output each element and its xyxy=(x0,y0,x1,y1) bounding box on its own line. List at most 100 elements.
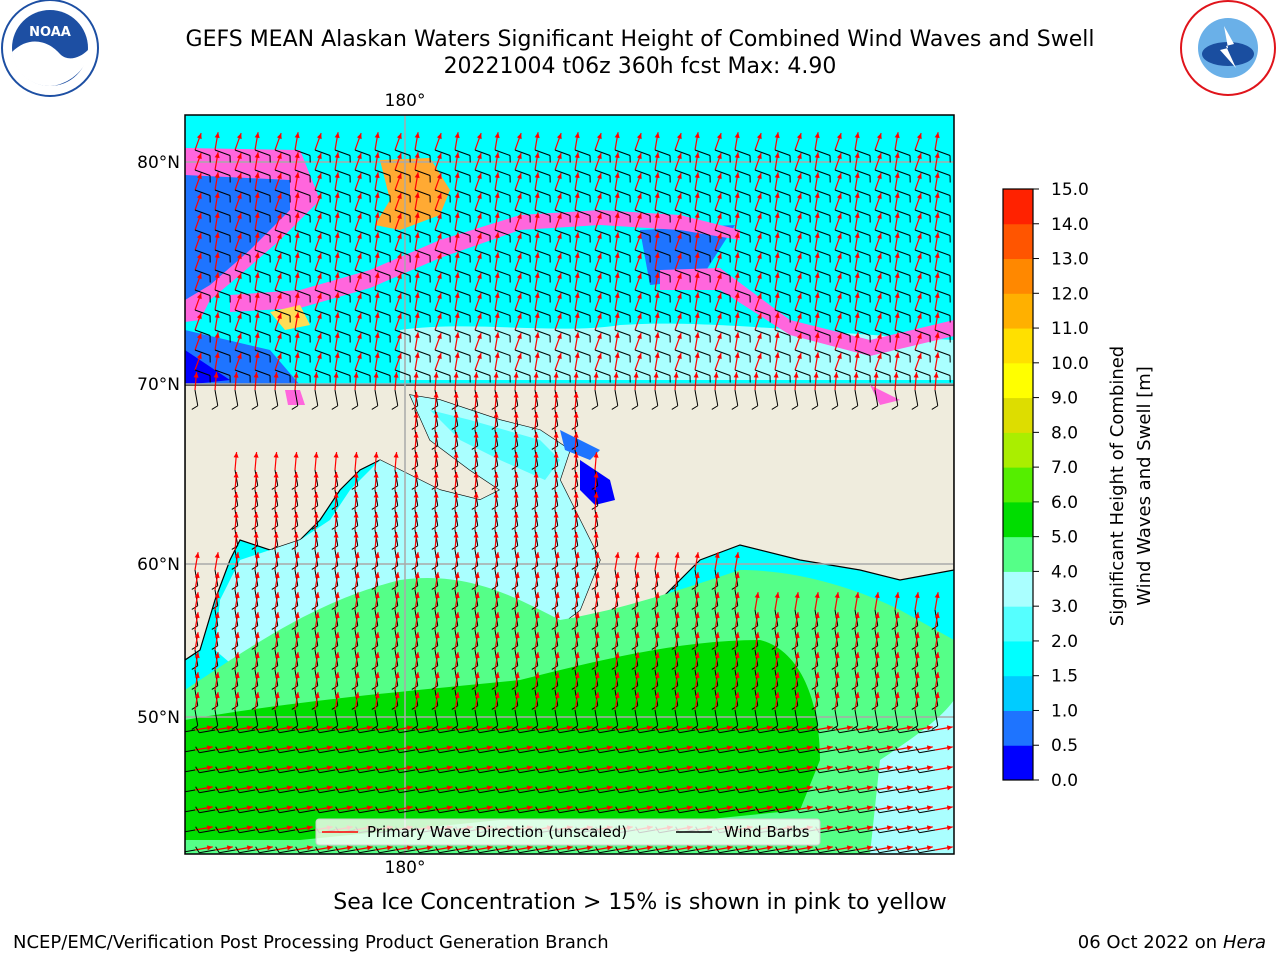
wave-direction-arrow xyxy=(294,252,300,271)
wave-direction-arrow xyxy=(674,152,682,171)
wave-direction-arrow xyxy=(494,312,500,331)
wind-barb xyxy=(234,189,251,203)
wind-barb xyxy=(294,249,311,263)
wave-direction-arrow xyxy=(874,192,882,211)
wave-direction-arrow xyxy=(834,232,842,251)
wind-barb xyxy=(271,389,279,410)
wave-direction-arrow xyxy=(333,472,339,491)
wave-direction-arrow xyxy=(314,632,320,651)
wind-barb xyxy=(495,786,516,794)
wave-direction-arrow xyxy=(274,332,282,351)
wind-barb xyxy=(631,689,639,710)
wind-barb xyxy=(834,189,851,203)
wind-barb xyxy=(511,569,519,590)
wave-direction-arrow xyxy=(694,745,713,751)
wind-barb xyxy=(794,189,811,203)
sea-ice-note: Sea Ice Concentration > 15% is shown in … xyxy=(333,890,947,915)
wind-barb xyxy=(775,746,796,754)
wind-barb xyxy=(415,766,436,774)
wind-barb xyxy=(914,229,931,243)
wind-barb xyxy=(814,169,831,183)
wave-direction-arrow xyxy=(554,312,562,331)
wave-direction-arrow xyxy=(814,252,820,271)
wave-direction-arrow xyxy=(674,292,682,311)
wind-barb xyxy=(494,269,511,283)
wave-direction-arrow xyxy=(914,292,922,311)
wind-barb xyxy=(514,329,531,343)
wave-direction-arrow xyxy=(534,652,540,671)
colorbar-tick-label: 2.0 xyxy=(1051,632,1078,652)
wind-barb xyxy=(791,709,799,730)
wave-direction-arrow xyxy=(554,572,560,591)
wind-barb xyxy=(471,589,479,610)
wave-direction-arrow xyxy=(734,845,753,851)
wave-direction-arrow xyxy=(574,785,593,791)
wave-direction-arrow xyxy=(634,692,640,711)
wave-direction-arrow xyxy=(434,292,442,311)
wind-barb xyxy=(711,629,719,650)
wave-direction-arrow xyxy=(614,612,620,631)
wave-direction-arrow xyxy=(234,132,242,151)
wind-barb xyxy=(371,689,379,710)
wave-direction-arrow xyxy=(234,632,240,651)
wave-direction-arrow xyxy=(493,392,499,411)
wind-barb xyxy=(591,549,599,570)
wind-barb xyxy=(334,309,351,323)
colorbar-segment xyxy=(1003,467,1033,503)
wave-direction-arrow xyxy=(594,272,602,291)
wind-barb xyxy=(931,649,939,670)
wave-direction-arrow xyxy=(294,192,300,211)
wind-barb xyxy=(691,709,699,730)
wave-direction-arrow xyxy=(794,312,802,331)
wind-barb xyxy=(794,249,811,263)
wave-direction-arrow xyxy=(574,272,580,291)
wind-barb xyxy=(271,629,279,650)
wind-barb xyxy=(414,229,431,243)
wind-barb xyxy=(535,786,556,794)
wave-direction-arrow xyxy=(214,312,220,331)
wave-direction-arrow xyxy=(454,765,473,771)
wave-direction-arrow xyxy=(354,652,360,671)
wave-direction-arrow xyxy=(554,592,560,611)
wind-barb xyxy=(654,189,671,203)
wave-direction-arrow xyxy=(514,272,522,291)
wave-direction-arrow xyxy=(874,272,882,291)
wind-barb xyxy=(334,209,351,223)
wind-barb xyxy=(291,589,299,610)
wind-barb xyxy=(614,269,631,283)
wave-direction-arrow xyxy=(534,552,540,571)
wind-barb xyxy=(185,749,196,753)
wind-barb xyxy=(615,766,636,774)
wave-direction-arrow xyxy=(894,332,900,351)
wave-direction-arrow xyxy=(214,845,233,851)
wind-barb xyxy=(791,389,799,410)
wave-direction-arrow xyxy=(574,725,593,731)
wave-direction-arrow xyxy=(334,152,340,171)
wind-barb xyxy=(915,766,936,774)
wind-barb xyxy=(314,309,331,323)
wind-barb xyxy=(554,289,571,303)
wind-barb xyxy=(595,726,616,734)
wave-direction-arrow xyxy=(274,132,282,151)
wave-direction-arrow xyxy=(234,745,253,751)
wave-direction-arrow xyxy=(614,632,620,651)
wave-direction-arrow xyxy=(474,192,482,211)
wind-barb xyxy=(591,629,599,650)
wind-barb xyxy=(674,369,691,383)
wave-direction-arrow xyxy=(294,172,300,191)
wave-direction-arrow xyxy=(293,492,299,511)
wind-barb xyxy=(255,846,276,854)
wind-barb xyxy=(194,149,211,163)
wind-barb xyxy=(574,149,591,163)
wave-direction-arrow xyxy=(394,805,413,811)
wind-barb xyxy=(455,746,476,754)
wind-barb xyxy=(314,329,331,343)
wind-barb xyxy=(355,766,376,774)
wind-barb xyxy=(795,786,816,794)
wave-direction-arrow xyxy=(413,512,419,531)
wave-direction-arrow xyxy=(554,252,562,271)
wave-direction-arrow xyxy=(734,332,740,351)
wave-direction-arrow xyxy=(414,632,420,651)
wind-barb xyxy=(914,169,931,183)
wind-barb xyxy=(434,269,451,283)
